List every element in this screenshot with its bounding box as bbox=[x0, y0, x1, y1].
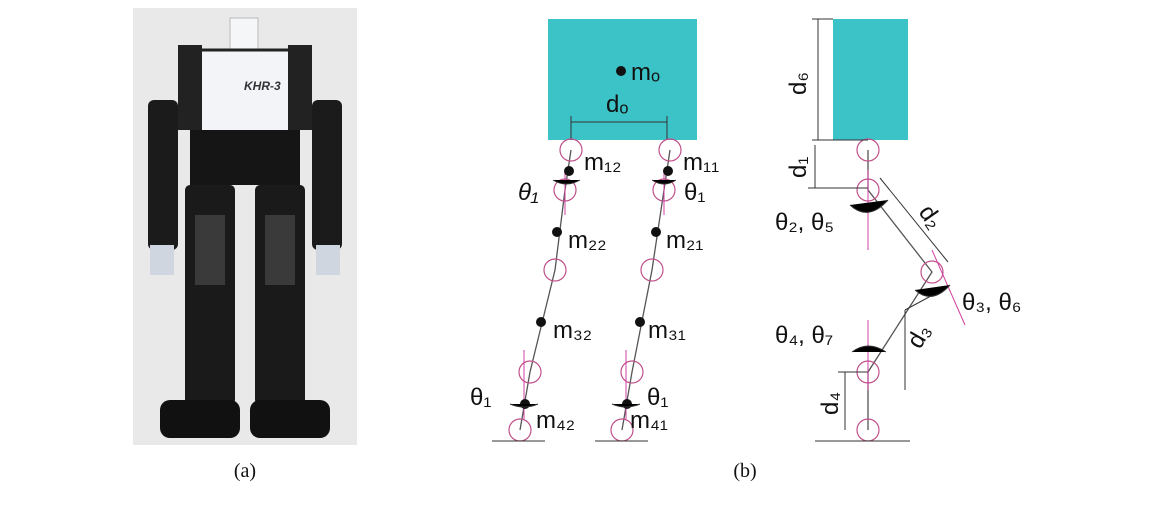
figure: KHR-3 (a) mₒ dₒ bbox=[0, 0, 1162, 526]
length-label: d₆ bbox=[785, 72, 812, 95]
length-label: d₃ bbox=[902, 319, 937, 353]
dimension-label: dₒ bbox=[606, 91, 628, 118]
mass-label: m₂₂ bbox=[568, 227, 607, 254]
angle-label: θ₁ bbox=[518, 179, 539, 206]
mass-point bbox=[616, 66, 626, 76]
angle-label: θ₂, θ₅ bbox=[775, 209, 834, 236]
mass-label: m₃₂ bbox=[553, 317, 592, 344]
angle-label: θ₁ bbox=[647, 384, 668, 411]
length-label: d₄ bbox=[817, 392, 844, 415]
angle-label: θ₄, θ₇ bbox=[775, 322, 833, 349]
caption: (a) bbox=[234, 460, 256, 482]
mass-label: m₂₁ bbox=[666, 227, 703, 254]
length-label: d₂ bbox=[913, 200, 948, 234]
caption: (b) bbox=[733, 460, 756, 482]
angle-label: θ₁ bbox=[470, 384, 491, 411]
length-label: d₁ bbox=[785, 157, 812, 178]
body bbox=[833, 19, 908, 140]
mass-label: m₃₁ bbox=[648, 317, 686, 344]
mass-label: m₄₂ bbox=[536, 407, 575, 434]
mass-label: m₁₁ bbox=[683, 149, 719, 176]
mass-label: m₁₂ bbox=[584, 149, 621, 176]
mass-label: m₄₁ bbox=[630, 407, 668, 434]
front-labels: m₁₂ m₁₁ m₂₂ m₂₁ m₃₂ m₃₁ m₄₂ m₄₁ θ₁ θ₁ θ₁… bbox=[470, 149, 719, 434]
mass-label: mₒ bbox=[631, 59, 660, 86]
angle-label: θ₃, θ₆ bbox=[962, 289, 1021, 316]
angle-label: θ₁ bbox=[684, 179, 705, 206]
robot-label: KHR-3 bbox=[244, 79, 281, 93]
robot-photo: KHR-3 bbox=[133, 8, 357, 445]
